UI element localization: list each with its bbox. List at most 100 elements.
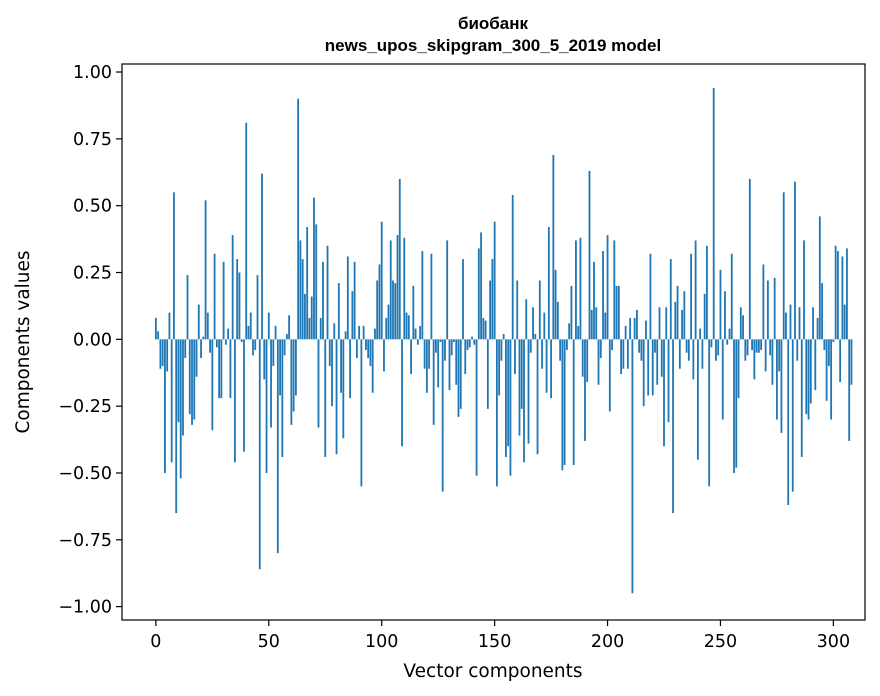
bar-303 (839, 339, 842, 383)
bar-174 (547, 227, 550, 340)
bar-5 (166, 339, 169, 372)
bar-132 (453, 339, 455, 342)
bar-259 (739, 307, 742, 340)
bar-41 (247, 325, 250, 340)
bar-21 (202, 336, 205, 340)
bar-36 (236, 259, 239, 340)
bar-127 (441, 339, 444, 492)
bar-260 (742, 315, 744, 340)
bar-44 (254, 339, 257, 351)
bar-106 (394, 283, 397, 340)
bar-210 (629, 317, 632, 340)
bar-290 (809, 339, 812, 404)
bar-266 (755, 339, 758, 353)
bar-196 (597, 339, 600, 385)
bar-83 (342, 339, 345, 439)
bar-115 (414, 328, 417, 340)
bar-37 (238, 272, 241, 340)
bar-236 (687, 339, 690, 361)
bar-306 (846, 248, 848, 340)
bar-166 (529, 339, 532, 353)
bar-289 (807, 339, 810, 420)
bar-254 (728, 328, 731, 340)
bar-199 (604, 312, 607, 340)
bar-56 (281, 339, 284, 457)
bar-111 (405, 312, 408, 340)
bar-140 (471, 336, 473, 340)
bar-154 (502, 333, 505, 340)
bar-57 (283, 339, 286, 356)
bar-98 (376, 280, 379, 340)
bar-125 (437, 339, 440, 388)
bar-9 (175, 339, 178, 514)
bar-224 (660, 339, 663, 377)
bar-240 (696, 339, 699, 460)
x-tick-label: 50 (258, 632, 280, 652)
bar-112 (407, 315, 410, 340)
bar-134 (457, 339, 460, 417)
bar-144 (480, 232, 482, 340)
bar-193 (590, 309, 593, 340)
bar-39 (243, 339, 245, 452)
y-tick-label: −0.75 (58, 531, 112, 551)
bar-4 (164, 339, 166, 473)
bar-302 (837, 251, 839, 340)
bar-40 (245, 122, 248, 340)
y-ticks-group: 1.00 0.75 0.50 0.25 0.00 −0.25 −0.50 −0.75 −1.00 (58, 63, 122, 618)
bar-208 (624, 325, 627, 340)
bar-178 (556, 301, 559, 340)
bar-274 (773, 277, 776, 340)
bar-269 (762, 264, 765, 340)
bar-104 (389, 240, 392, 340)
bar-248 (715, 339, 717, 361)
x-tick-label: 0 (150, 632, 161, 652)
bar-13 (184, 339, 187, 359)
bar-211 (631, 339, 634, 594)
bar-11 (179, 339, 182, 479)
bar-74 (322, 261, 324, 340)
y-tick-label: −0.25 (58, 397, 112, 417)
bar-213 (636, 309, 638, 340)
bar-263 (748, 178, 751, 340)
bar-203 (613, 240, 616, 340)
bar-301 (834, 245, 837, 340)
bar-65 (301, 259, 304, 340)
bar-122 (430, 253, 433, 340)
bar-1 (157, 331, 160, 340)
bar-69 (310, 296, 313, 340)
bar-117 (419, 325, 422, 340)
bar-137 (464, 339, 467, 375)
bar-182 (565, 339, 568, 351)
bar-194 (593, 261, 595, 340)
bar-286 (800, 339, 803, 457)
bar-152 (498, 339, 501, 396)
bar-143 (477, 248, 480, 340)
bar-12 (182, 339, 184, 436)
bar-128 (444, 339, 446, 361)
bar-162 (520, 339, 523, 409)
bar-201 (608, 339, 611, 412)
bar-93 (365, 339, 367, 351)
bar-297 (825, 339, 828, 401)
bar-155 (505, 339, 507, 457)
bar-228 (669, 259, 672, 340)
bar-146 (484, 320, 487, 340)
bar-183 (568, 323, 571, 340)
bar-35 (234, 339, 236, 463)
bar-206 (620, 339, 622, 375)
bar-67 (306, 227, 309, 340)
y-tick-label: −0.50 (58, 464, 112, 484)
bar-252 (724, 291, 726, 340)
bar-171 (541, 339, 543, 369)
bar-82 (340, 339, 342, 393)
x-tick-label: 200 (591, 632, 624, 652)
y-tick-label: 0.75 (73, 130, 112, 150)
bar-198 (602, 251, 604, 340)
bar-28 (218, 339, 221, 399)
bar-241 (699, 328, 702, 340)
bar-136 (462, 259, 464, 340)
bar-59 (288, 315, 291, 340)
bar-31 (224, 339, 227, 345)
bar-50 (267, 312, 270, 340)
